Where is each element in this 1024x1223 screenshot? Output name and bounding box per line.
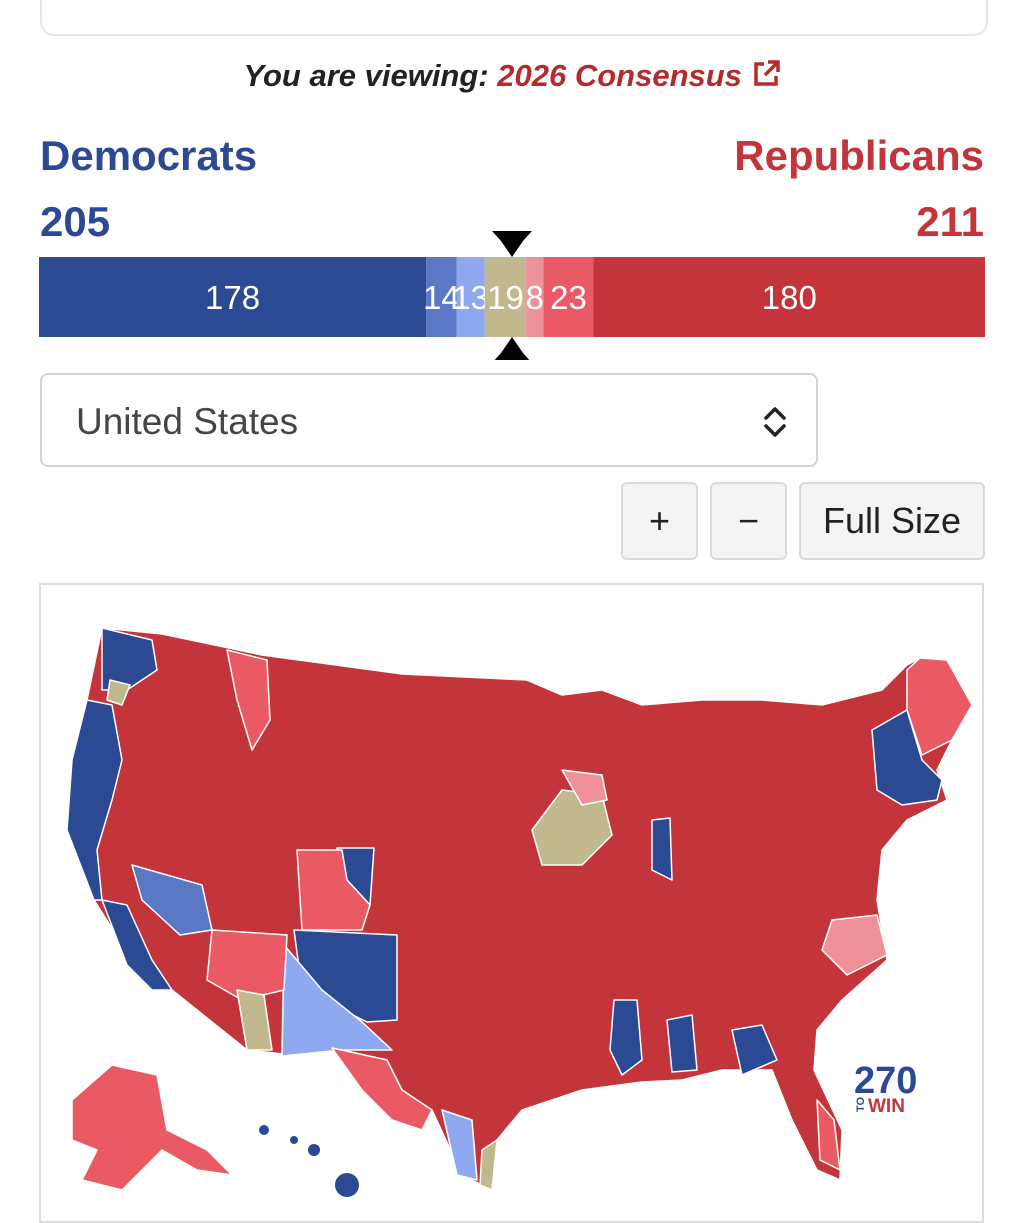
seat-segment-label: 19 (487, 279, 524, 316)
district-tossup-tx (479, 1139, 498, 1191)
hawaii (259, 1125, 359, 1197)
democrats-label: Democrats (40, 132, 258, 179)
district-dem-ca (101, 899, 173, 991)
full-size-button[interactable]: Full Size (799, 482, 985, 560)
district-lean-dem-tx (441, 1109, 478, 1181)
midpoint-marker-top (492, 231, 532, 257)
seat-segment (426, 257, 457, 337)
external-link-icon[interactable] (751, 59, 781, 89)
logo-word: WIN (868, 1096, 905, 1117)
map-panel: 270 TO WIN (39, 583, 984, 1223)
district-likely-rep-fl (816, 1099, 841, 1171)
seat-segment-label: 180 (762, 279, 817, 316)
midpoint-marker-bottom (494, 337, 530, 360)
zoom-in-button[interactable]: + (621, 482, 698, 560)
seat-segment (484, 257, 527, 337)
district-likely-rep-id (226, 649, 271, 751)
district-dem-ne (871, 709, 943, 806)
district-dem-mi (651, 817, 673, 881)
district-likely-rep-tx (331, 1047, 433, 1131)
zoom-out-button[interactable]: − (710, 482, 787, 560)
card-edge (40, 0, 988, 36)
district-lean-dem-az (281, 944, 393, 1057)
seat-segment (456, 257, 485, 337)
district-dem-coast (66, 699, 123, 901)
seat-segment-label: 178 (205, 279, 260, 316)
seat-segment-label: 13 (452, 279, 489, 316)
republicans-label: Republicans (734, 132, 984, 179)
district-likely-dem (101, 627, 158, 691)
seat-segment-label: 14 (423, 279, 460, 316)
logo-small: TO (855, 1096, 867, 1112)
seat-segment (39, 257, 427, 337)
district-dem-al (666, 1014, 698, 1073)
district-lean-rep-wi (561, 769, 608, 806)
district-tossup-az (236, 989, 273, 1051)
democrats-total: 205 (40, 198, 111, 245)
viewing-prefix: You are viewing: (243, 58, 489, 93)
select-chevrons (764, 407, 786, 437)
district-tossup-or (106, 679, 131, 706)
district-likely-dem-nv (131, 864, 213, 936)
seat-segment (526, 257, 544, 337)
republicans-total: 211 (916, 198, 984, 245)
district-dem-ga (731, 1024, 778, 1076)
logo-number: 270 (854, 1060, 917, 1102)
map-name-link[interactable]: 2026 Consensus (497, 58, 742, 93)
district-dem-ms (609, 999, 643, 1076)
seat-segment (593, 257, 985, 337)
seat-segment-label: 8 (526, 279, 544, 316)
us-map[interactable]: 270 TO WIN (41, 585, 982, 1205)
district-likely-rep-ut (296, 849, 371, 931)
logo: 270 TO WIN (854, 1060, 917, 1117)
alaska (71, 1064, 233, 1191)
district-lean-rep-nc (821, 914, 888, 976)
region-select[interactable]: United States (40, 373, 818, 467)
seat-segment-label: 23 (550, 279, 587, 316)
district-tossup-wi (531, 789, 613, 866)
viewing-line: You are viewing: 2026 Consensus (0, 58, 1024, 94)
select-value: United States (76, 401, 299, 442)
seat-segment (543, 257, 594, 337)
